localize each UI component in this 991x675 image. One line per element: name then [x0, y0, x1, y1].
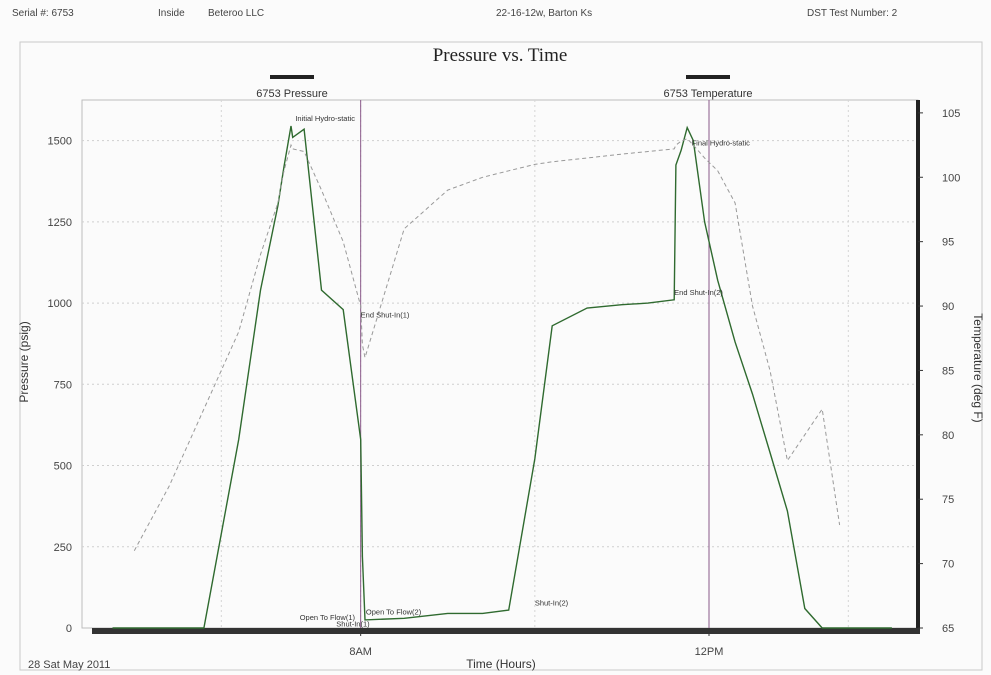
event-markers — [360, 100, 710, 628]
x-tick-label: 12PM — [695, 646, 724, 658]
x-tick-label: 8AM — [349, 646, 372, 658]
y2-tick-label: 85 — [942, 365, 954, 377]
y-tick-label: 750 — [54, 379, 72, 391]
chart-border — [19, 41, 983, 671]
y2-tick-label: 95 — [942, 237, 954, 249]
y2-tick-label: 80 — [942, 430, 954, 442]
chart-title: Pressure vs. Time — [433, 45, 568, 66]
location-label: Inside — [158, 8, 185, 19]
y-tick-label: 1000 — [48, 298, 72, 310]
date-label: 28 Sat May 2011 — [28, 659, 110, 671]
y2-tick-label: 100 — [942, 172, 960, 184]
x-axis: 8AM 12PM — [349, 628, 723, 658]
y-tick-label: 1500 — [48, 136, 72, 148]
plot-area — [81, 99, 919, 629]
series-line — [112, 125, 892, 629]
y2-tick-label: 105 — [942, 108, 960, 120]
x-axis-label: Time (Hours) — [466, 657, 536, 671]
y-tick-label: 1250 — [48, 217, 72, 229]
event-annotation: Open To Flow(1) — [300, 613, 356, 622]
legend-label: 6753 Temperature — [663, 88, 752, 100]
dst-test-number: DST Test Number: 2 — [807, 8, 898, 19]
company-name: Beteroo LLC — [208, 8, 265, 19]
event-annotation: Shut-In(2) — [535, 598, 569, 607]
series-line — [133, 138, 841, 551]
legend-label: 6753 Pressure — [256, 88, 328, 100]
y2-axis: 65 70 75 80 85 90 95 100 105 — [918, 108, 960, 635]
y2-tick-label: 65 — [942, 623, 954, 635]
event-annotation: Initial Hydro-static — [295, 114, 355, 123]
gridlines — [82, 100, 918, 628]
y-tick-label: 0 — [66, 623, 72, 635]
serial-number: Serial #: 6753 — [12, 8, 74, 19]
y-axis-label: Pressure (psig) — [17, 321, 31, 402]
y-axis: 0 250 500 750 1000 1250 1500 — [48, 136, 72, 635]
y2-tick-label: 70 — [942, 559, 954, 571]
event-annotation: End Shut-In(2) — [674, 288, 723, 297]
event-annotation: Open To Flow(2) — [366, 607, 422, 616]
y2-axis-label: Temperature (deg F) — [971, 313, 985, 422]
y-tick-label: 500 — [54, 461, 72, 473]
legend: 6753 Pressure 6753 Temperature — [256, 75, 753, 100]
well-location: 22-16-12w, Barton Ks — [496, 8, 593, 19]
data-series — [112, 125, 892, 629]
event-annotation: End Shut-In(1) — [361, 311, 410, 320]
event-annotation: Final Hydro-static — [692, 138, 751, 147]
y2-tick-label: 75 — [942, 494, 954, 506]
y-tick-label: 250 — [54, 542, 72, 554]
event-annotation: Shut-In(1) — [336, 619, 370, 628]
y2-tick-label: 90 — [942, 301, 954, 313]
